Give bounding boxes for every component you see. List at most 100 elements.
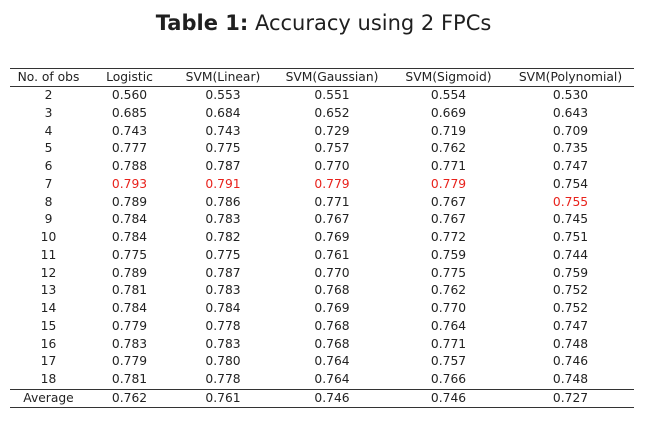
accuracy-cell: 0.761 [314, 247, 350, 262]
table-row: 18 0.781 0.778 0.764 0.766 0.748 [10, 371, 634, 389]
accuracy-cell: 0.783 [205, 283, 241, 298]
obs-count-cell: 13 [40, 283, 57, 298]
accuracy-cell: 0.775 [430, 265, 467, 280]
accuracy-cell: 0.719 [430, 123, 467, 138]
accuracy-cell: 0.685 [111, 105, 148, 120]
accuracy-cell: 0.751 [552, 230, 589, 244]
accuracy-cell: 0.771 [430, 159, 467, 173]
accuracy-cell: 0.754 [552, 176, 589, 191]
average-cell: 0.762 [87, 388, 172, 408]
accuracy-cell: 0.784 [111, 301, 148, 315]
table-row: 2 0.560 0.553 0.551 0.554 0.530 [10, 87, 634, 105]
accuracy-cell: 0.772 [430, 230, 467, 244]
accuracy-cell: 0.783 [111, 336, 148, 351]
accuracy-cell: 0.729 [314, 123, 350, 138]
table-row: 10 0.784 0.782 0.769 0.772 0.751 [10, 229, 634, 247]
accuracy-cell: 0.757 [314, 141, 350, 156]
table-row: 5 0.777 0.775 0.757 0.762 0.735 [10, 140, 634, 158]
average-cell: 0.746 [274, 388, 390, 408]
accuracy-cell: 0.755 [552, 194, 589, 209]
table-row: 3 0.685 0.684 0.652 0.669 0.643 [10, 105, 634, 123]
accuracy-cell: 0.764 [314, 354, 350, 369]
obs-count-cell: 3 [44, 105, 53, 120]
average-cell: 0.761 [172, 388, 274, 408]
obs-count-cell: 5 [44, 141, 53, 156]
accuracy-cell: 0.560 [111, 88, 148, 102]
accuracy-cell: 0.709 [552, 123, 589, 138]
accuracy-cell: 0.768 [314, 283, 350, 298]
accuracy-cell: 0.784 [111, 230, 148, 244]
accuracy-cell: 0.786 [205, 194, 241, 209]
column-header-svm-polynomial: SVM(Polynomial) [507, 68, 634, 87]
accuracy-cell: 0.770 [314, 159, 350, 173]
accuracy-cell: 0.771 [314, 194, 350, 209]
table-row: 14 0.784 0.784 0.769 0.770 0.752 [10, 300, 634, 318]
accuracy-cell: 0.781 [111, 283, 148, 298]
accuracy-cell: 0.779 [430, 176, 467, 191]
accuracy-cell: 0.757 [430, 354, 467, 369]
accuracy-cell: 0.764 [430, 318, 467, 333]
accuracy-cell: 0.554 [430, 88, 467, 102]
table-row: 16 0.783 0.783 0.768 0.771 0.748 [10, 336, 634, 354]
accuracy-cell: 0.777 [111, 141, 148, 156]
accuracy-cell: 0.787 [205, 159, 241, 173]
table-row: 9 0.784 0.783 0.767 0.767 0.745 [10, 211, 634, 229]
table-body: 2 0.560 0.553 0.551 0.554 0.530 3 0.685 0.684 0.6… [10, 87, 634, 390]
accuracy-cell: 0.746 [552, 354, 589, 369]
header-row: No. of obs Logistic SVM(Linear) SVM(Gaus… [10, 68, 634, 87]
column-header-obs: No. of obs [10, 68, 87, 87]
obs-count-cell: 15 [40, 318, 57, 333]
table-row: 8 0.789 0.786 0.771 0.767 0.755 [10, 194, 634, 212]
obs-count-cell: 12 [40, 265, 57, 280]
column-header-svm-linear: SVM(Linear) [172, 68, 274, 87]
table-row: 13 0.781 0.783 0.768 0.762 0.752 [10, 282, 634, 300]
table-row: 11 0.775 0.775 0.761 0.759 0.744 [10, 247, 634, 265]
accuracy-cell: 0.643 [552, 105, 589, 120]
caption-label: Table 1: [155, 11, 249, 35]
accuracy-cell: 0.669 [430, 105, 467, 120]
table-row: 7 0.793 0.791 0.779 0.779 0.754 [10, 176, 634, 194]
obs-count-cell: 7 [44, 176, 53, 191]
accuracy-cell: 0.767 [430, 212, 467, 227]
accuracy-cell: 0.784 [205, 301, 241, 315]
obs-count-cell: 14 [40, 301, 57, 315]
accuracy-cell: 0.788 [111, 159, 148, 173]
caption-text: Accuracy using 2 FPCs [254, 11, 492, 35]
table-row: 4 0.743 0.743 0.729 0.719 0.709 [10, 123, 634, 141]
accuracy-cell: 0.762 [430, 283, 467, 298]
accuracy-cell: 0.744 [552, 247, 589, 262]
accuracy-cell: 0.759 [430, 247, 467, 262]
obs-count-cell: 17 [40, 354, 57, 369]
accuracy-cell: 0.551 [314, 88, 350, 102]
accuracy-cell: 0.747 [552, 159, 589, 173]
accuracy-cell: 0.783 [205, 336, 241, 351]
accuracy-cell: 0.530 [552, 88, 589, 102]
accuracy-cell: 0.789 [111, 265, 148, 280]
obs-count-cell: 10 [40, 230, 57, 244]
table-row: 15 0.779 0.778 0.768 0.764 0.747 [10, 318, 634, 336]
accuracy-cell: 0.752 [552, 283, 589, 298]
obs-count-cell: 4 [44, 123, 53, 138]
obs-count-cell: 8 [44, 194, 53, 209]
accuracy-cell: 0.770 [314, 265, 350, 280]
accuracy-cell: 0.771 [430, 336, 467, 351]
accuracy-cell: 0.769 [314, 301, 350, 315]
accuracy-cell: 0.652 [314, 105, 350, 120]
accuracy-cell: 0.767 [314, 212, 350, 227]
average-cell: 0.727 [507, 388, 634, 408]
obs-count-cell: 2 [44, 88, 53, 102]
accuracy-cell: 0.745 [552, 212, 589, 227]
accuracy-cell: 0.781 [111, 372, 148, 386]
obs-count-cell: 6 [44, 159, 53, 173]
accuracy-cell: 0.780 [205, 354, 241, 369]
accuracy-cell: 0.775 [205, 247, 241, 262]
accuracy-cell: 0.775 [205, 141, 241, 156]
table-row: 17 0.779 0.780 0.764 0.757 0.746 [10, 353, 634, 371]
accuracy-cell: 0.767 [430, 194, 467, 209]
column-header-svm-gaussian: SVM(Gaussian) [274, 68, 390, 87]
accuracy-cell: 0.793 [111, 176, 148, 191]
accuracy-cell: 0.783 [205, 212, 241, 227]
table-caption: Table 1: Accuracy using 2 FPCs [0, 11, 647, 35]
accuracy-cell: 0.764 [314, 372, 350, 386]
accuracy-cell: 0.782 [205, 230, 241, 244]
